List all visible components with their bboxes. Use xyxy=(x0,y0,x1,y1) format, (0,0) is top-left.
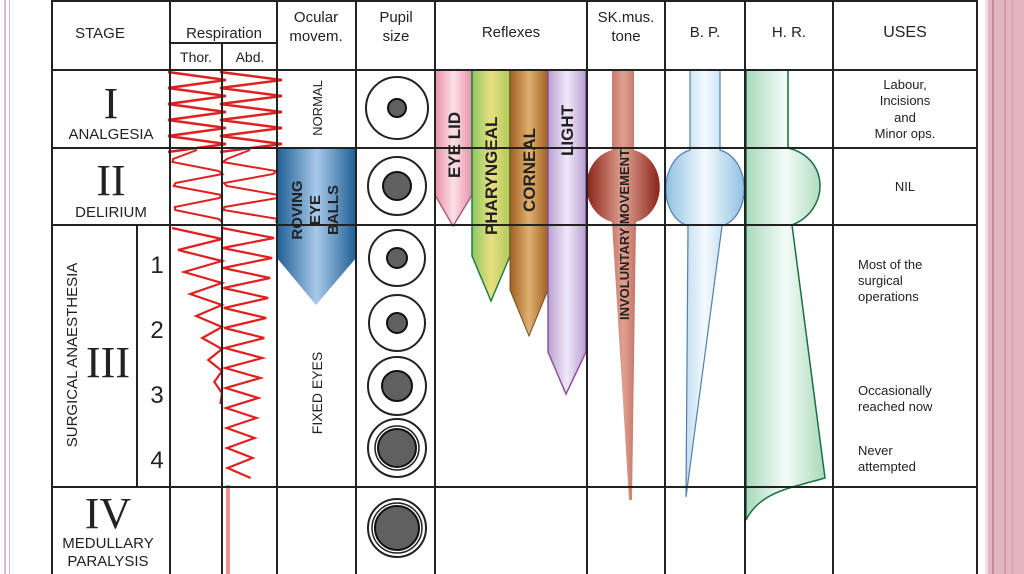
reflex-light-label: LIGHT xyxy=(558,104,577,156)
stage-1-name: ANALGESIA xyxy=(68,126,153,143)
thoracic-wave-stage3 xyxy=(172,228,222,404)
header-abd: Abd. xyxy=(236,49,265,65)
stage-1-numeral: I xyxy=(104,79,119,128)
header-sk-1: SK.mus. xyxy=(598,9,655,26)
pupil-icon xyxy=(378,429,416,467)
header-ocular-1: Ocular xyxy=(294,9,338,26)
stage-4-name-2: PARALYSIS xyxy=(67,553,148,570)
uses-plane3-line: reached now xyxy=(858,399,933,414)
uses-stage1-line: Minor ops. xyxy=(875,126,936,141)
ocular-roving-3: BALLS xyxy=(325,185,342,235)
header-pupil-1: Pupil xyxy=(379,9,412,26)
stage-2-name: DELIRIUM xyxy=(75,204,147,221)
stage-3-name: SURGICAL ANAESTHESIA xyxy=(64,263,81,448)
plane-3: 3 xyxy=(150,382,163,409)
pupil-icon xyxy=(382,371,412,401)
plane-2: 2 xyxy=(150,317,163,344)
uses-stage1-line: Incisions xyxy=(880,93,931,108)
ocular-roving-1: ROVING xyxy=(289,180,306,239)
pupil-icon xyxy=(387,248,407,268)
uses-plane4-line: Never xyxy=(858,443,893,458)
header-sk-2: tone xyxy=(611,28,640,45)
ocular-normal: NORMAL xyxy=(310,80,325,136)
stage-4-name-1: MEDULLARY xyxy=(62,535,153,552)
bp-shape xyxy=(666,70,745,497)
ocular-fixed: FIXED EYES xyxy=(309,352,325,434)
stage-2-numeral: II xyxy=(96,156,125,205)
stage-4-numeral: IV xyxy=(85,489,132,538)
thoracic-wave-stage2 xyxy=(172,150,222,222)
hr-shape xyxy=(746,70,825,520)
header-uses: USES xyxy=(883,24,927,41)
abdominal-wave-stage1 xyxy=(220,72,282,152)
uses-plane1-line: operations xyxy=(858,289,919,304)
table-header: STAGE Respiration Thor. Abd. Ocular move… xyxy=(75,9,927,65)
pupil-icon xyxy=(387,313,407,333)
pupil-icon xyxy=(388,99,406,117)
plane-4: 4 xyxy=(150,447,163,474)
header-hr: H. R. xyxy=(772,24,806,41)
header-stage: STAGE xyxy=(75,25,125,42)
uses-plane3-line: Occasionally xyxy=(858,383,932,398)
abdominal-wave-stage3 xyxy=(222,228,274,478)
uses-column: Labour, Incisions and Minor ops. NIL Mos… xyxy=(858,77,935,474)
pupil-icon xyxy=(383,172,411,200)
reflex-pharyngeal-label: PHARYNGEAL xyxy=(482,117,501,235)
uses-stage2: NIL xyxy=(895,179,915,194)
reflex-eyelid-label: EYE LID xyxy=(445,112,464,178)
abdominal-wave-stage2 xyxy=(223,150,279,222)
sk-tone-label: INVOLUNTARY MOVEMENT xyxy=(617,149,632,320)
thoracic-wave-stage1 xyxy=(168,72,226,152)
header-respiration: Respiration xyxy=(186,25,262,42)
uses-stage1-line: Labour, xyxy=(883,77,926,92)
ocular-roving-2: EYE xyxy=(307,195,324,225)
reflex-corneal-label: CORNEAL xyxy=(520,128,539,212)
uses-plane1-line: surgical xyxy=(858,273,903,288)
pupil-icon xyxy=(375,506,419,550)
header-pupil-2: size xyxy=(383,28,410,45)
uses-plane1-line: Most of the xyxy=(858,257,922,272)
uses-plane4-line: attempted xyxy=(858,459,916,474)
header-ocular-2: movem. xyxy=(289,28,342,45)
stage-3-numeral: III xyxy=(86,338,130,387)
header-reflexes: Reflexes xyxy=(482,24,540,41)
uses-stage1-line: and xyxy=(894,110,916,125)
stage-column: I ANALGESIA II DELIRIUM III SURGICAL ANA… xyxy=(62,79,163,570)
header-bp: B. P. xyxy=(690,24,721,41)
plane-1: 1 xyxy=(150,252,163,279)
header-thor: Thor. xyxy=(180,49,212,65)
